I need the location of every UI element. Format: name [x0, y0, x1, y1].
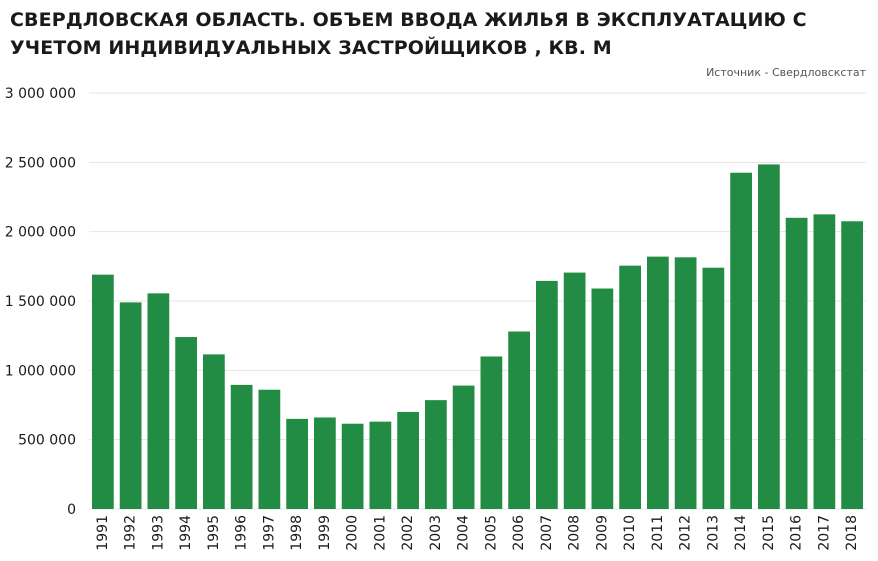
bar-2003 [425, 400, 447, 509]
x-tick-label: 2001 [372, 515, 388, 551]
x-tick-label: 2002 [400, 515, 416, 551]
y-tick-labels: 0 500 000 1 000 000 1 500 000 2 000 000 2 500… [5, 86, 76, 518]
source-note: Источник - Свердловскстат [706, 66, 866, 79]
bar-2008 [563, 272, 586, 509]
bar-1999 [314, 417, 336, 509]
y-tick-label: 2 500 000 [5, 155, 76, 171]
bar-2015 [758, 164, 780, 509]
bars [92, 164, 863, 510]
bar-1997 [258, 389, 281, 509]
x-tick-label: 2015 [761, 515, 777, 551]
bar-2016 [785, 217, 808, 510]
x-tick-label: 1997 [261, 515, 277, 551]
x-tick-labels: 1991 1992 1993 1994 1995 1996 1997 1998 1999 2000… [95, 515, 860, 551]
x-tick-label: 2017 [816, 515, 832, 551]
bar-2009 [591, 288, 614, 509]
bar-1996 [230, 384, 253, 509]
bar-2012 [674, 257, 697, 509]
x-tick-label: 2000 [345, 515, 361, 551]
bar-2010 [619, 265, 641, 509]
bar-1995 [203, 354, 225, 509]
x-tick-label: 1991 [95, 515, 111, 551]
x-tick-label: 2014 [733, 515, 749, 551]
bar-2011 [647, 256, 669, 509]
y-tick-label: 500 000 [18, 433, 76, 449]
x-tick-label: 2009 [594, 515, 610, 551]
x-tick-label: 2008 [567, 515, 583, 551]
x-tick-label: 1994 [178, 515, 194, 551]
x-tick-label: 2011 [650, 515, 666, 551]
x-tick-label: 2018 [844, 515, 860, 551]
bar-2017 [813, 214, 836, 510]
x-tick-label: 2007 [539, 515, 555, 551]
bar-2007 [536, 280, 558, 509]
bar-1991 [92, 274, 114, 509]
x-tick-label: 1992 [123, 515, 139, 551]
bar-2006 [508, 331, 530, 509]
y-tick-label: 2 000 000 [5, 225, 76, 241]
bar-1994 [175, 337, 197, 509]
x-tick-label: 1999 [317, 515, 333, 551]
bar-2005 [480, 356, 503, 509]
bar-2002 [397, 411, 419, 509]
x-tick-label: 1998 [289, 515, 305, 551]
bar-2014 [730, 172, 752, 509]
bar-2001 [369, 421, 392, 509]
y-tick-label: 1 000 000 [5, 363, 76, 379]
bar-1998 [286, 418, 308, 509]
x-tick-label: 2013 [705, 515, 721, 551]
x-tick-label: 2006 [511, 515, 527, 551]
x-tick-label: 1996 [234, 515, 250, 551]
y-tick-label: 1 500 000 [5, 294, 76, 310]
chart-title: СВЕРДЛОВСКАЯ ОБЛАСТЬ. ОБЪЕМ ВВОДА ЖИЛЬЯ … [10, 9, 807, 59]
bar-2013 [702, 267, 725, 509]
bar-2004 [452, 385, 475, 509]
bar-2018 [841, 221, 863, 509]
x-tick-label: 2012 [678, 515, 694, 551]
x-tick-label: 2010 [622, 515, 638, 551]
y-tick-label: 0 [67, 502, 76, 518]
x-tick-label: 2005 [483, 515, 499, 551]
y-tick-label: 3 000 000 [5, 86, 76, 102]
x-tick-label: 1995 [206, 515, 222, 551]
x-tick-label: 2004 [456, 515, 472, 551]
bar-1993 [147, 293, 170, 509]
x-tick-label: 1993 [150, 515, 166, 551]
bar-2000 [341, 423, 364, 509]
x-tick-label: 2003 [428, 515, 444, 551]
bar-1992 [119, 302, 142, 509]
x-tick-label: 2016 [789, 515, 805, 551]
